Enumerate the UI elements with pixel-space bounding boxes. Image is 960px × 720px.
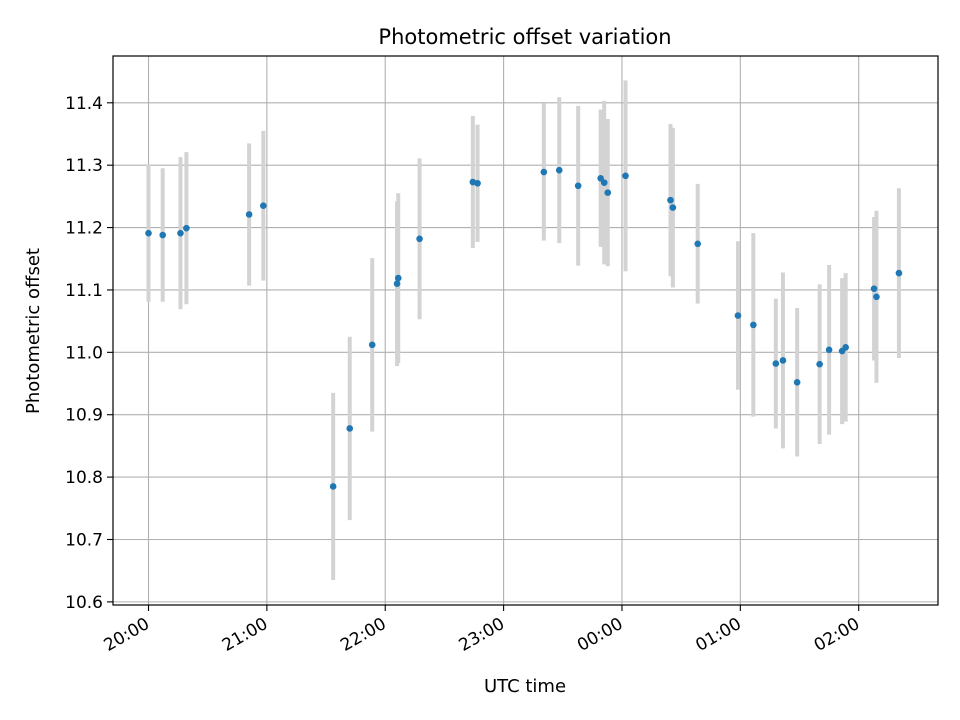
data-point (667, 196, 674, 204)
data-point (842, 344, 849, 351)
x-tick-label: 20:00 (101, 614, 153, 656)
data-point (329, 483, 337, 490)
data-point (793, 378, 801, 386)
data-point (779, 357, 787, 364)
chart-title: Photometric offset variation (378, 25, 671, 49)
data-point (245, 211, 253, 218)
x-tick-label: 00:00 (574, 614, 626, 656)
data-point (394, 274, 402, 282)
y-tick-label: 10.7 (65, 530, 103, 550)
data-point (574, 182, 582, 190)
y-axis: 10.6 10.7 10.8 10.9 11.0 11.1 11.2 11.3 11.4 (65, 94, 113, 613)
data-point (540, 168, 548, 176)
x-tick-label: 01:00 (692, 614, 744, 656)
data-point (816, 360, 823, 368)
y-tick-label: 10.6 (65, 593, 103, 613)
data-point (393, 280, 401, 288)
data-point (669, 204, 677, 211)
data-point (145, 229, 152, 237)
data-point (694, 240, 702, 248)
data-point (346, 425, 354, 432)
y-tick-label: 11.1 (65, 281, 103, 301)
data-point (895, 269, 903, 277)
data-point (873, 293, 880, 301)
data-point (416, 235, 423, 243)
y-tick-label: 10.9 (65, 406, 103, 426)
data-point (159, 231, 167, 239)
x-tick-label: 23:00 (456, 614, 508, 656)
data-point (368, 341, 376, 349)
data-point (734, 312, 742, 319)
y-axis-label: Photometric offset (23, 248, 44, 414)
error-bars (146, 80, 901, 581)
x-tick-label: 02:00 (811, 614, 863, 656)
y-tick-label: 11.3 (65, 156, 103, 176)
y-tick-label: 11.2 (65, 219, 103, 239)
y-tick-label: 10.8 (65, 468, 103, 488)
data-point (597, 174, 604, 182)
data-point (260, 202, 267, 210)
data-point (870, 285, 878, 293)
data-point (183, 224, 190, 232)
data-point (825, 346, 833, 354)
data-points (145, 166, 903, 490)
data-point (474, 179, 481, 187)
y-tick-label: 11.0 (65, 343, 103, 363)
data-point (750, 321, 757, 329)
y-tick-label: 11.4 (65, 94, 103, 114)
data-point (555, 166, 563, 174)
plot-frame (112, 55, 939, 606)
data-point (177, 229, 184, 237)
x-axis: 20:00 21:00 22:00 23:00 00:00 01:00 02:00 (101, 605, 863, 656)
x-tick-label: 21:00 (219, 614, 271, 656)
x-tick-label: 22:00 (337, 614, 389, 656)
data-point (622, 172, 629, 180)
data-point (600, 179, 608, 186)
x-axis-label: UTC time (484, 676, 566, 697)
grid (113, 56, 938, 605)
data-point (772, 360, 780, 367)
data-point (604, 189, 612, 196)
